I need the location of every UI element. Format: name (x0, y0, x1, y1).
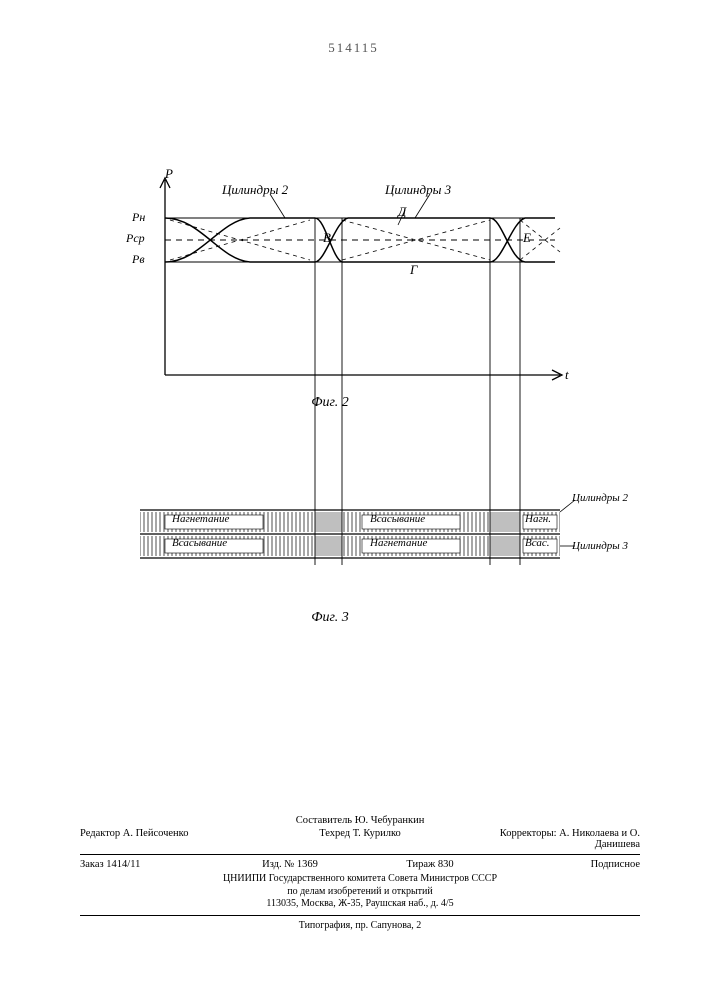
compiler: Составитель Ю. Чебуранкин (80, 815, 640, 826)
ytick-pn: Pн (132, 210, 145, 225)
r2s1: Всасывание (172, 537, 227, 549)
tirazh: Тираж 830 (360, 859, 500, 870)
typography: Типография, пр. Сапунова, 2 (80, 920, 640, 931)
r2s2: Нагнетание (370, 537, 427, 549)
point-D: Д (398, 204, 406, 220)
techred: Техред Т. Курилко (267, 828, 454, 850)
point-G: Г (410, 262, 417, 278)
fig2-caption: Фиг. 2 (290, 395, 370, 411)
r1s1: Нагнетание (172, 513, 229, 525)
point-E: Е (523, 230, 531, 246)
page: 514115 (0, 0, 707, 1000)
label-cyl3: Цилиндры 3 (385, 182, 451, 198)
r1s2: Всасывание (370, 513, 425, 525)
inst1: ЦНИИПИ Государственного комитета Совета … (80, 873, 640, 886)
y-axis-label: P (165, 166, 173, 182)
row1-right: Цилиндры 2 (572, 492, 628, 504)
order: Заказ 1414/11 (80, 859, 220, 870)
x-axis-label: t (565, 367, 569, 383)
r1s3: Нагн. (525, 513, 551, 525)
inst3: 113035, Москва, Ж-35, Раушская наб., д. … (80, 898, 640, 911)
ytick-pv: Pв (132, 252, 145, 267)
footer: Составитель Ю. Чебуранкин Редактор А. Пе… (80, 815, 640, 931)
label-cyl2: Цилиндры 2 (222, 182, 288, 198)
editor: Редактор А. Пейсоченко (80, 828, 267, 850)
fig3-group (140, 500, 575, 558)
correctors: Корректоры: А. Николаева и О. Данишева (453, 828, 640, 850)
ytick-psr: Pср (126, 231, 145, 246)
patent-number: 514115 (0, 40, 707, 56)
fig2-group (160, 178, 562, 565)
inst2: по делам изобретений и открытий (80, 886, 640, 899)
podpisnoe: Подписное (500, 859, 640, 870)
izd: Изд. № 1369 (220, 859, 360, 870)
fig3-caption: Фиг. 3 (290, 610, 370, 626)
row2-right: Цилиндры 3 (572, 540, 628, 552)
point-B: В (323, 230, 331, 246)
r2s3: Всас. (525, 537, 549, 549)
